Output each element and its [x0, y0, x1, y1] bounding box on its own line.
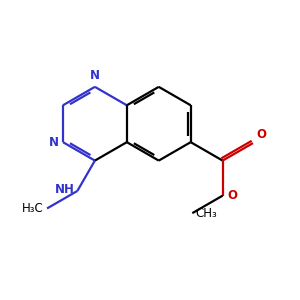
- Text: N: N: [90, 69, 100, 82]
- Text: O: O: [227, 189, 237, 202]
- Text: N: N: [49, 136, 58, 149]
- Text: O: O: [256, 128, 266, 141]
- Text: CH₃: CH₃: [195, 207, 217, 220]
- Text: H₃C: H₃C: [22, 202, 43, 215]
- Text: NH: NH: [55, 183, 74, 196]
